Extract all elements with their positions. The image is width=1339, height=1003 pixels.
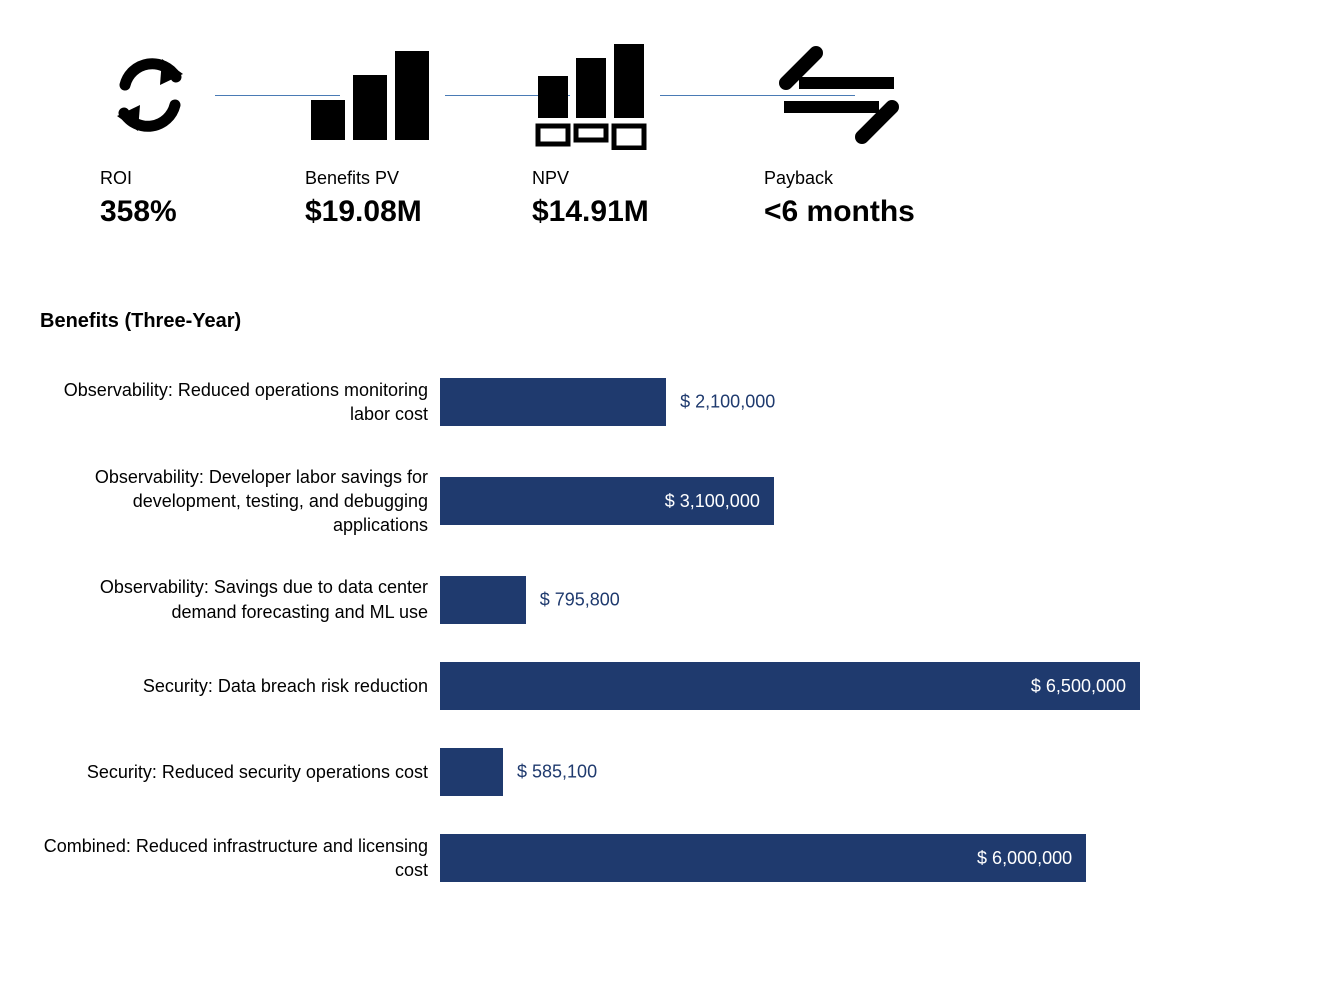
bar-row: Security: Data breach risk reduction $ 6,…	[40, 662, 1299, 710]
metric: Payback <6 months	[764, 40, 915, 229]
metrics-row: ROI 358% Benefits PV $19.08M NPV $14.91M Pa…	[100, 40, 1299, 250]
bar-value: $ 3,100,000	[665, 491, 774, 512]
bar-row: Observability: Developer labor savings f…	[40, 465, 1299, 538]
bar-value: $ 2,100,000	[666, 392, 775, 413]
metric-label: Payback	[764, 168, 833, 189]
bar-track: $ 795,800	[440, 576, 1140, 624]
bar-value: $ 795,800	[526, 589, 620, 610]
infographic-container: ROI 358% Benefits PV $19.08M NPV $14.91M Pa…	[0, 0, 1339, 923]
bar-chart-icon	[305, 45, 435, 145]
bar-row: Observability: Reduced operations monito…	[40, 378, 1299, 427]
bar-label: Combined: Reduced infrastructure and lic…	[40, 834, 440, 883]
bar-track: $ 6,500,000	[440, 662, 1140, 710]
refresh-icon	[100, 45, 200, 145]
metric-label: NPV	[532, 168, 569, 189]
bar	[440, 748, 503, 796]
metric-label: ROI	[100, 168, 132, 189]
metric-value: $19.08M	[305, 195, 422, 229]
metric-value: <6 months	[764, 195, 915, 229]
bar-row: Combined: Reduced infrastructure and lic…	[40, 834, 1299, 883]
bar: $ 6,500,000	[440, 662, 1140, 710]
bar-chart-segmented-icon	[532, 40, 652, 150]
bar-label: Observability: Savings due to data cente…	[40, 575, 440, 624]
bar-value: $ 6,500,000	[1031, 676, 1140, 697]
refresh-icon	[100, 40, 200, 150]
metric-value: $14.91M	[532, 195, 649, 229]
bar-label: Observability: Developer labor savings f…	[40, 465, 440, 538]
section-title: Benefits (Three-Year)	[40, 310, 1299, 333]
bar-chart-segmented-icon	[532, 40, 652, 150]
bar-label: Observability: Reduced operations monito…	[40, 378, 440, 427]
metric-label: Benefits PV	[305, 168, 399, 189]
bar-label: Security: Data breach risk reduction	[40, 674, 440, 698]
bar-track: $ 2,100,000	[440, 378, 1140, 426]
bar-row: Observability: Savings due to data cente…	[40, 575, 1299, 624]
bar-chart-icon	[305, 40, 435, 150]
bar	[440, 378, 666, 426]
metric-value: 358%	[100, 195, 177, 229]
metric: Benefits PV $19.08M	[305, 40, 435, 229]
bar-track: $ 585,100	[440, 748, 1140, 796]
bar-row: Security: Reduced security operations co…	[40, 748, 1299, 796]
bar: $ 3,100,000	[440, 477, 774, 525]
bar-value: $ 6,000,000	[977, 848, 1086, 869]
metric: NPV $14.91M	[532, 40, 652, 229]
bar-value: $ 585,100	[503, 762, 597, 783]
bar-track: $ 3,100,000	[440, 477, 1140, 525]
swap-arrows-icon	[764, 45, 914, 145]
bar-track: $ 6,000,000	[440, 834, 1140, 882]
bar	[440, 576, 526, 624]
benefits-bar-chart: Observability: Reduced operations monito…	[40, 378, 1299, 883]
bar: $ 6,000,000	[440, 834, 1086, 882]
metric: ROI 358%	[100, 40, 200, 229]
bar-label: Security: Reduced security operations co…	[40, 760, 440, 784]
swap-arrows-icon	[764, 40, 914, 150]
